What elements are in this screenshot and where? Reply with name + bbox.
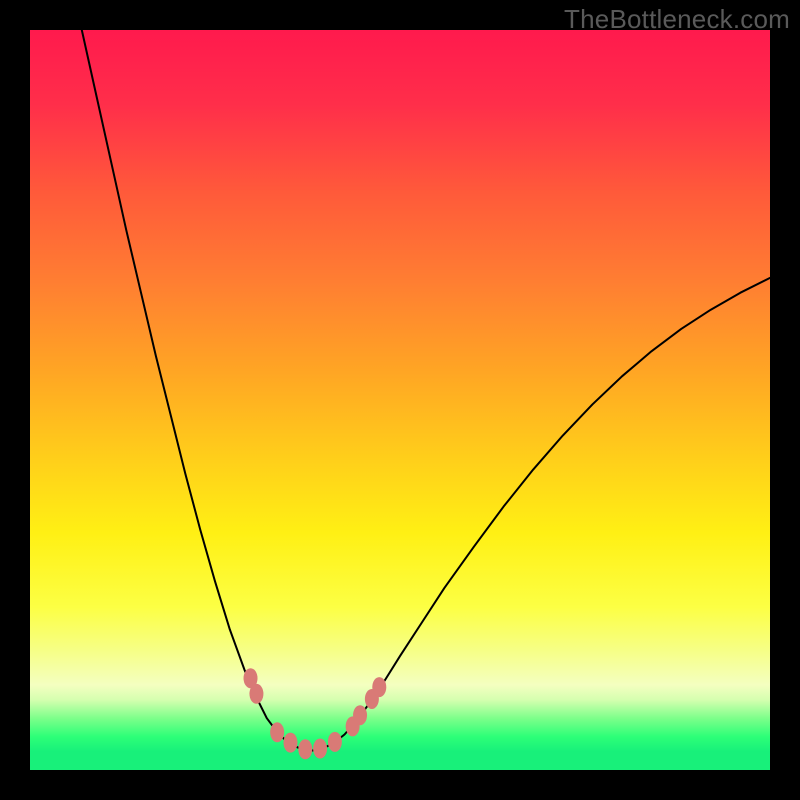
curve-marker [372, 677, 386, 697]
curve-marker [298, 739, 312, 759]
curve-marker [328, 732, 342, 752]
bottleneck-curve [82, 30, 770, 751]
curve-marker [249, 684, 263, 704]
plot-area [30, 30, 770, 770]
curve-marker [270, 722, 284, 742]
curve-marker [313, 739, 327, 759]
curve-marker [353, 705, 367, 725]
watermark-text: TheBottleneck.com [564, 4, 790, 35]
curve-layer [30, 30, 770, 770]
chart-frame: TheBottleneck.com [0, 0, 800, 800]
curve-marker [283, 733, 297, 753]
